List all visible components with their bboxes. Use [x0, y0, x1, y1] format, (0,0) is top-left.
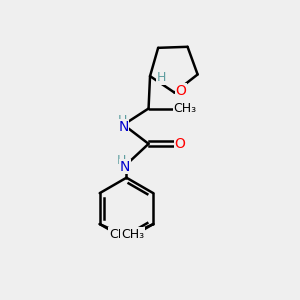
Text: H: H [116, 154, 126, 166]
Text: O: O [176, 84, 186, 98]
Text: N: N [120, 160, 130, 174]
Text: N: N [118, 120, 129, 134]
Text: H: H [157, 71, 166, 84]
Text: CH₃: CH₃ [121, 228, 144, 241]
Text: H: H [117, 114, 127, 127]
Text: CH₃: CH₃ [109, 228, 132, 241]
Text: CH₃: CH₃ [173, 102, 196, 115]
Text: O: O [175, 137, 185, 151]
